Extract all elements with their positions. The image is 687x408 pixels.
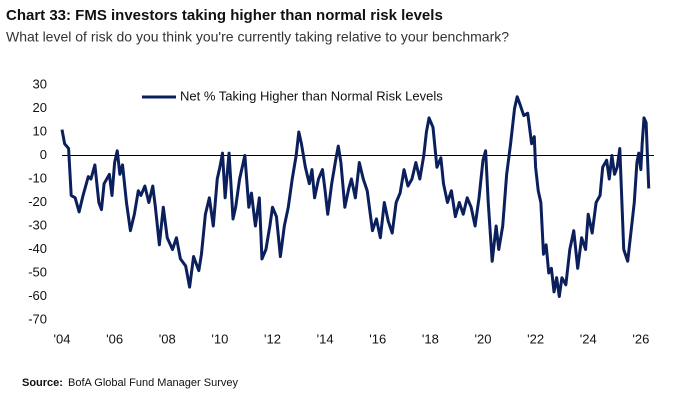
x-tick-label: '08 <box>159 331 176 346</box>
x-tick-label: '20 <box>475 331 492 346</box>
x-tick-label: '14 <box>317 331 334 346</box>
y-tick-label: -50 <box>28 264 47 279</box>
y-tick-label: 20 <box>33 100 47 115</box>
x-tick-label: '04 <box>54 331 71 346</box>
y-tick-label: -20 <box>28 194 47 209</box>
legend-label: Net % Taking Higher than Normal Risk Lev… <box>180 88 443 103</box>
y-tick-label: -70 <box>28 311 47 326</box>
x-tick-label: '22 <box>527 331 544 346</box>
y-tick-label: -10 <box>28 170 47 185</box>
source-label: Source: <box>22 377 63 389</box>
source: BofA Global Fund Manager Survey <box>68 377 238 389</box>
y-tick-label: -30 <box>28 217 47 232</box>
x-tick-label: '10 <box>211 331 228 346</box>
x-tick-label: '18 <box>422 331 439 346</box>
chart-subtitle: What level of risk do you think you're c… <box>6 29 509 45</box>
x-tick-label: '26 <box>632 331 649 346</box>
y-tick-label: 10 <box>33 123 47 138</box>
x-tick-label: '24 <box>580 331 597 346</box>
y-tick-label: -60 <box>28 288 47 303</box>
y-tick-label: 30 <box>33 76 47 91</box>
x-tick-label: '12 <box>264 331 281 346</box>
x-tick-label: '16 <box>369 331 386 346</box>
chart-title: Chart 33: FMS investors taking higher th… <box>6 7 443 24</box>
y-tick-label: -40 <box>28 241 47 256</box>
x-tick-label: '06 <box>106 331 123 346</box>
data-line <box>60 95 651 298</box>
y-tick-label: 0 <box>40 147 47 162</box>
